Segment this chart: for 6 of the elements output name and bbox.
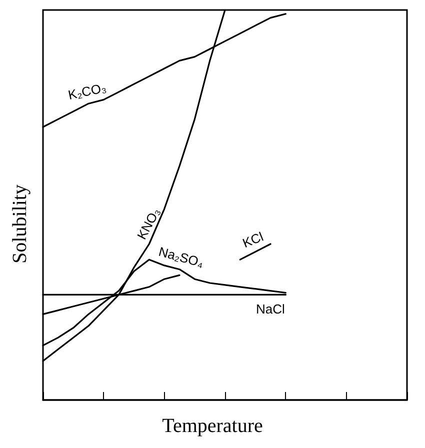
y-axis-title: Solubility [9,184,31,264]
text: KCl [240,228,266,251]
text: Na₂SO₄ [157,244,206,270]
text: K₂CO₃ [66,80,108,103]
series-label: NaCl [256,302,286,317]
x-axis-title: Temperature [162,415,264,437]
